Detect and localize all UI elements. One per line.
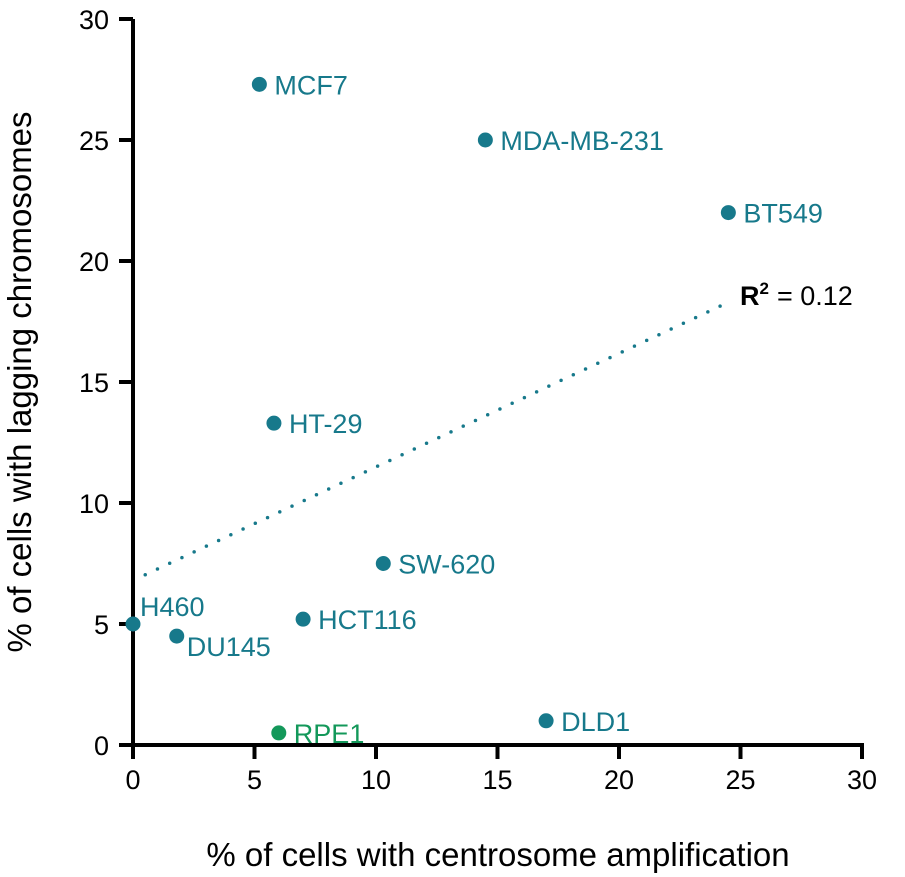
y-tick-label: 0 (94, 731, 109, 761)
point-label: MCF7 (274, 70, 348, 100)
point-label: SW-620 (398, 550, 495, 580)
point-label: H460 (140, 592, 205, 622)
x-tick-label: 0 (125, 765, 140, 795)
r2-superscript: 2 (760, 279, 769, 298)
x-tick-label: 10 (361, 765, 391, 795)
x-tick-label: 30 (847, 765, 877, 795)
point-label: HT-29 (289, 409, 363, 439)
x-tick-label: 25 (725, 765, 755, 795)
data-point-hct116 (295, 611, 311, 627)
point-label: BT549 (743, 199, 823, 229)
point-label: MDA-MB-231 (500, 126, 664, 156)
y-tick-label: 15 (79, 368, 109, 398)
point-label: HCT116 (318, 605, 417, 635)
data-point-du145 (169, 628, 185, 644)
x-tick-label: 20 (604, 765, 634, 795)
data-point-bt549 (720, 205, 736, 221)
data-point-ht-29 (266, 415, 282, 431)
y-tick-label: 25 (79, 126, 109, 156)
data-points: MCF7 MDA-MB-231 BT549 HT-29 SW-620 H460 HCT116… (125, 70, 823, 749)
data-point-dld1 (538, 713, 554, 729)
data-point-h460 (125, 616, 141, 632)
point-label: DLD1 (561, 707, 630, 737)
r2-value: = 0.12 (777, 281, 853, 311)
y-axis-title: % of cells with lagging chromosomes (1, 111, 38, 652)
y-tick-label: 30 (79, 5, 109, 35)
x-tick-label: 5 (247, 765, 262, 795)
r-squared-annotation: R2 = 0.12 (740, 279, 853, 311)
y-tick-label: 20 (79, 247, 109, 277)
data-point-mcf7 (251, 76, 267, 92)
data-point-sw-620 (375, 556, 391, 571)
x-axis-title: % of cells with centrosome amplification (206, 836, 789, 873)
y-tick-label: 10 (79, 489, 109, 519)
point-label: RPE1 (294, 719, 365, 749)
y-tick-label: 5 (94, 610, 109, 640)
r2-symbol: R (740, 281, 760, 311)
data-point-rpe1 (271, 725, 287, 741)
trendline-dotted (131, 302, 726, 583)
axes: 0 5 10 15 20 25 30 0 5 10 15 20 25 30 (79, 5, 877, 795)
data-point-mda-mb-231 (477, 132, 493, 148)
x-tick-label: 15 (482, 765, 512, 795)
point-label: DU145 (187, 632, 271, 662)
trendline (131, 302, 726, 583)
